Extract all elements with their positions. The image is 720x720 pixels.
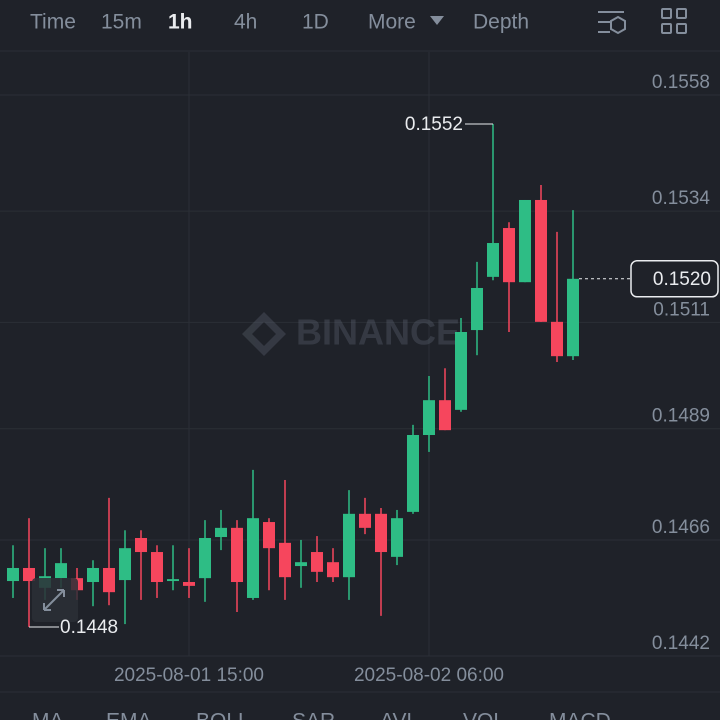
y-tick-label: 0.1511: [653, 299, 710, 320]
candle-body: [567, 278, 579, 357]
settings-icon[interactable]: [598, 11, 626, 35]
indicator-tab[interactable]: SAR: [292, 710, 335, 720]
candle-body: [503, 228, 515, 283]
x-tick-label: 2025-08-01 15:00: [114, 665, 264, 686]
interval-tab[interactable]: More: [368, 11, 416, 34]
y-tick-label: 0.1534: [652, 188, 711, 209]
candle-body: [151, 552, 163, 583]
expand-button[interactable]: [32, 578, 78, 622]
candle-body: [247, 518, 259, 598]
candle-body: [311, 552, 323, 572]
candle-body: [55, 563, 67, 579]
candle-body: [551, 321, 563, 357]
candle-body: [119, 548, 131, 581]
candle-body: [519, 199, 531, 283]
candle-body: [343, 513, 355, 578]
watermark: BINANCE: [242, 312, 460, 356]
y-tick-label: 0.1489: [652, 406, 710, 427]
indicator-tab[interactable]: VOL: [463, 710, 505, 720]
candle-body: [407, 435, 419, 512]
interval-tab[interactable]: 1h: [168, 11, 193, 34]
last-price-label: 0.1520: [653, 269, 711, 290]
candle-body: [183, 582, 195, 586]
dropdown-arrow: [430, 16, 444, 25]
overlay: 0.1552 0.1448 0.1520: [29, 114, 719, 638]
candle-body: [535, 199, 547, 322]
interval-tab[interactable]: 4h: [234, 11, 257, 34]
candle-body: [87, 567, 99, 583]
high-label: 0.1552: [405, 114, 463, 135]
candle-body: [7, 567, 19, 582]
watermark-text: BINANCE: [296, 312, 460, 353]
indicator-tab[interactable]: MA: [32, 710, 64, 720]
candle-body: [391, 518, 403, 557]
candle-body: [327, 562, 339, 578]
last-price-tag: [630, 260, 719, 298]
candle-body: [103, 567, 115, 593]
candle-body: [471, 287, 483, 331]
candle-body: [279, 542, 291, 578]
low-label: 0.1448: [60, 617, 118, 638]
interval-tab[interactable]: 15m: [101, 11, 142, 34]
y-tick-label: 0.1466: [652, 517, 710, 538]
layout-icon[interactable]: [661, 8, 687, 34]
indicator-tab[interactable]: EMA: [106, 710, 152, 720]
toolbar: Time 15m 1h 4h 1D More Depth: [30, 11, 529, 34]
grid: 0.1558 0.1534 0.1511 0.1489 0.1466 0.1442 2025…: [0, 52, 720, 686]
candle-body: [23, 567, 35, 582]
candle-body: [215, 527, 227, 538]
y-tick-label: 0.1558: [652, 72, 710, 93]
candle-body: [359, 513, 371, 528]
candle-body: [135, 538, 147, 553]
x-tick-label: 2025-08-02 06:00: [354, 665, 504, 686]
candle-body: [455, 331, 467, 410]
y-tick-label: 0.1442: [652, 633, 710, 654]
indicator-tab[interactable]: MACD: [549, 710, 611, 720]
candle-body: [439, 400, 451, 431]
candle-body: [231, 527, 243, 583]
plot: [7, 124, 579, 627]
candle-body: [167, 579, 179, 582]
indicator-tab[interactable]: AVL: [380, 710, 418, 720]
interval-tab[interactable]: Depth: [473, 11, 529, 34]
candle-body: [487, 243, 499, 277]
interval-tab[interactable]: Time: [30, 11, 76, 34]
candle-body: [199, 538, 211, 579]
candle-body: [375, 513, 387, 553]
candle-body: [295, 562, 307, 567]
candle-body: [423, 400, 435, 436]
candle-body: [263, 522, 275, 549]
interval-tab[interactable]: 1D: [302, 11, 329, 34]
indicator-tab[interactable]: BOLL: [196, 710, 250, 720]
indicator-bar: MA EMA BOLL SAR AVL VOL MACD: [32, 710, 611, 720]
